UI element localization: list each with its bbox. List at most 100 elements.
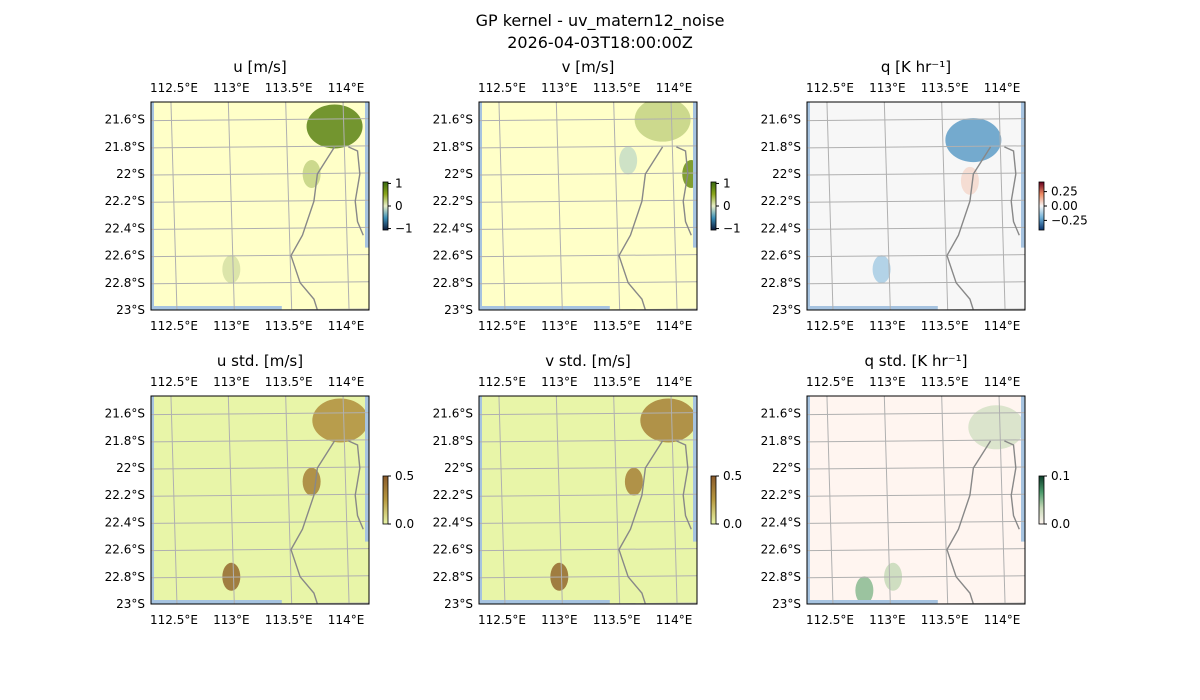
coastline xyxy=(946,440,992,604)
gridline-lat xyxy=(479,145,697,149)
gridline-lon xyxy=(826,102,834,310)
y-tick-label: 22.6°S xyxy=(105,543,145,557)
panel-title: u [m/s] xyxy=(233,58,286,76)
gridline-lat xyxy=(151,466,369,470)
panel-6: q std. [K hr⁻¹] 112.5°E 112.5°E 113°E 113°E 1… xyxy=(761,352,1070,627)
y-tick-label: 22.8°S xyxy=(105,276,145,290)
x-tick-label-top: 112.5°E xyxy=(806,375,854,389)
y-tick-label: 22.8°S xyxy=(761,570,801,584)
gridline-lon xyxy=(941,102,949,310)
gridline-lon xyxy=(670,396,678,604)
panel-frame xyxy=(150,395,370,605)
y-tick-label: 22°S xyxy=(116,461,145,475)
gridline-lat xyxy=(807,172,1025,176)
panel-frame xyxy=(806,395,1026,605)
y-tick-label: 21.8°S xyxy=(433,434,473,448)
x-tick-label-bottom: 113°E xyxy=(541,319,578,333)
y-tick-label: 22.8°S xyxy=(761,276,801,290)
panel-3: q [K hr⁻¹] 112.5°E 112.5°E 113°E 113°E 113.5°… xyxy=(761,58,1088,333)
gridline-lat xyxy=(479,520,697,524)
colorbar xyxy=(1038,475,1045,525)
y-tick-label: 22.6°S xyxy=(761,249,801,263)
gridline-lat xyxy=(479,172,697,176)
y-tick-label: 23°S xyxy=(116,597,145,611)
x-tick-label-top: 114°E xyxy=(656,81,693,95)
gridline-lat xyxy=(861,602,1025,604)
coastline xyxy=(676,146,692,236)
ocean-strip xyxy=(365,396,369,542)
y-tick-label: 22.2°S xyxy=(433,488,473,502)
ocean-strip xyxy=(151,306,282,310)
ocean-strip xyxy=(151,396,154,604)
x-tick-label-top: 113°E xyxy=(541,81,578,95)
y-tick-label: 22.2°S xyxy=(105,194,145,208)
y-tick-label: 22.6°S xyxy=(433,543,473,557)
coastline xyxy=(348,146,364,236)
gridline-lat xyxy=(807,548,1025,552)
ocean-strip xyxy=(1021,102,1025,248)
colorbar-tick-label: 0.1 xyxy=(1051,469,1070,483)
gridline-lat xyxy=(861,308,1025,310)
ocean-strip xyxy=(807,396,810,604)
y-tick-label: 21.8°S xyxy=(761,434,801,448)
data-blob xyxy=(682,160,697,189)
gridline-lon xyxy=(170,396,178,604)
coastline xyxy=(290,440,336,604)
colorbar-tick-label: −0.25 xyxy=(1051,213,1088,227)
data-blob xyxy=(872,255,891,284)
y-tick-label: 22.6°S xyxy=(105,249,145,263)
gridline-lon xyxy=(555,396,563,604)
y-tick-label: 22.8°S xyxy=(433,570,473,584)
ocean-strip xyxy=(151,102,154,310)
y-tick-label: 23°S xyxy=(772,597,801,611)
data-blob xyxy=(960,166,979,195)
colorbar-tick-label: 1 xyxy=(723,176,731,190)
data-blob xyxy=(945,118,1002,163)
figure-subtitle: 2026-04-03T18:00:00Z xyxy=(507,33,693,52)
panel-frame xyxy=(478,395,698,605)
panel-title: v std. [m/s] xyxy=(545,352,631,370)
gridline-lat xyxy=(205,602,369,604)
gridline-lon xyxy=(170,102,178,310)
x-tick-label-bottom: 114°E xyxy=(328,613,365,627)
gridline-lon xyxy=(941,396,949,604)
y-tick-label: 21.8°S xyxy=(105,140,145,154)
x-tick-label-top: 112.5°E xyxy=(478,81,526,95)
gridline-lat xyxy=(151,493,369,497)
gridline-lat xyxy=(151,118,369,122)
colorbar-tick-label: −1 xyxy=(395,222,413,236)
y-tick-label: 23°S xyxy=(444,597,473,611)
x-tick-label-bottom: 112.5°E xyxy=(478,613,526,627)
gridline-lat xyxy=(807,226,1025,230)
y-tick-label: 23°S xyxy=(772,303,801,317)
x-tick-label-top: 114°E xyxy=(984,375,1021,389)
gridline-lon xyxy=(498,102,506,310)
colorbar xyxy=(382,181,389,231)
gridline-lon xyxy=(498,396,506,604)
colorbar-tick-label: 1 xyxy=(395,176,403,190)
colorbar-tick-label: 0.0 xyxy=(395,517,414,531)
ocean-strip xyxy=(365,102,369,248)
y-tick-label: 21.6°S xyxy=(433,407,473,421)
gridline-lon xyxy=(998,396,1006,604)
y-tick-label: 22.4°S xyxy=(433,515,473,529)
x-tick-label-top: 114°E xyxy=(328,81,365,95)
y-tick-label: 21.8°S xyxy=(105,434,145,448)
colorbar-tick-label: 0.00 xyxy=(1051,199,1078,213)
x-tick-label-top: 113°E xyxy=(541,375,578,389)
x-tick-label-top: 114°E xyxy=(328,375,365,389)
gridline-lat xyxy=(807,254,1025,258)
panel-4: u std. [m/s] 112.5°E 112.5°E 113°E 113°E 113.… xyxy=(105,352,414,627)
colorbar-tick-label: 0 xyxy=(723,199,731,213)
x-tick-label-bottom: 113°E xyxy=(541,613,578,627)
ocean-strip xyxy=(1021,396,1025,542)
gridline-lon xyxy=(227,102,235,310)
y-tick-label: 21.6°S xyxy=(105,407,145,421)
gridline-lat xyxy=(479,466,697,470)
gridline-lon xyxy=(342,396,350,604)
gridline-lat xyxy=(479,281,697,285)
gridline-lat xyxy=(807,145,1025,149)
y-tick-label: 21.6°S xyxy=(433,113,473,127)
y-tick-label: 22.6°S xyxy=(761,543,801,557)
